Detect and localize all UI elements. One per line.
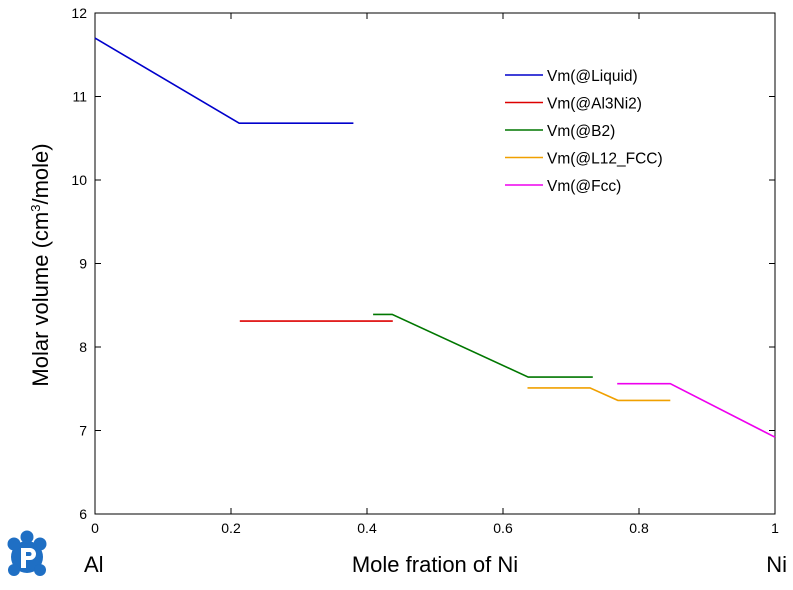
y-tick-label: 9 — [79, 256, 87, 272]
y-tick-label: 7 — [79, 423, 87, 439]
legend-label: Vm(@L12_FCC) — [547, 151, 663, 168]
company-logo — [7, 530, 47, 576]
series-lines — [94, 37, 776, 438]
x-axis-title: Mole fration of Ni — [352, 552, 518, 577]
end-label-right: Ni — [766, 552, 787, 577]
legend-label: Vm(@Liquid) — [547, 68, 638, 85]
legend: Vm(@Liquid) Vm(@Al3Ni2) Vm(@B2) Vm(@L12_FCC… — [505, 68, 663, 195]
end-label-left: Al — [84, 552, 104, 577]
plot-frame — [94, 12, 776, 515]
y-tick-label: 8 — [79, 339, 87, 355]
y-tick-label: 10 — [71, 172, 87, 188]
series-line-vm-l12-fcc- — [527, 387, 671, 402]
y-axis-title: Molar volume (cm3/mole) — [28, 143, 53, 386]
x-tick-label: 0.2 — [221, 520, 241, 536]
x-axis: 0 0.2 0.4 0.6 0.8 1 — [91, 13, 779, 536]
y-tick-label: 11 — [72, 89, 87, 105]
plot-area — [94, 12, 776, 515]
series-line-vm-liquid- — [94, 37, 354, 124]
legend-label: Vm(@Al3Ni2) — [547, 96, 642, 113]
y-axis: 6 7 8 9 10 11 12 — [71, 5, 775, 522]
x-tick-label: 0.4 — [357, 520, 377, 536]
x-tick-label: 0 — [91, 520, 99, 536]
series-line-vm-b2- — [373, 313, 593, 378]
legend-label: Vm(@B2) — [547, 123, 615, 140]
x-tick-label: 0.8 — [629, 520, 649, 536]
series-line-vm-fcc- — [617, 382, 776, 438]
x-tick-label: 0.6 — [493, 520, 513, 536]
y-tick-label: 12 — [71, 5, 87, 21]
x-tick-label: 1 — [771, 520, 779, 536]
y-tick-label: 6 — [79, 506, 87, 522]
legend-label: Vm(@Fcc) — [547, 178, 621, 195]
